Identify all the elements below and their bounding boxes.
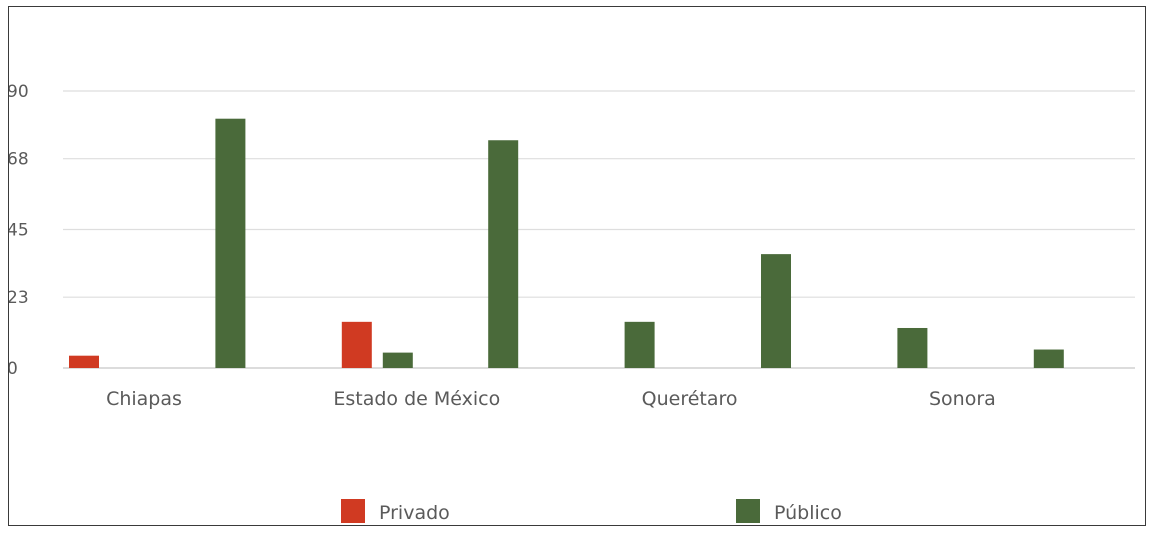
bar-group1-público xyxy=(215,118,246,368)
y-tick-label: 90 xyxy=(9,82,29,102)
bar-sonora-público xyxy=(897,327,928,368)
x-category-label: Sonora xyxy=(929,388,996,410)
bar-querétaro-público xyxy=(624,321,655,368)
x-category-label: Estado de México xyxy=(333,388,500,410)
y-tick-label: 23 xyxy=(9,288,29,308)
bar-group5-público xyxy=(761,254,791,368)
bar-group7-público xyxy=(1033,349,1064,368)
y-tick-label: 0 xyxy=(9,359,18,379)
x-category-label: Querétaro xyxy=(642,388,738,410)
bar-chiapas-privado xyxy=(69,355,99,368)
bar-group3-público xyxy=(488,140,519,368)
bar-chart: 0 23 45 68 90 Chiapas Estado de México Querétar… xyxy=(9,82,1135,524)
y-tick-label: 45 xyxy=(9,221,29,241)
legend-label-privado: Privado xyxy=(379,502,450,524)
x-category-label: Chiapas xyxy=(106,388,182,410)
bar-estado-de-méxico-público xyxy=(382,352,413,368)
bar-estado-de-méxico-privado xyxy=(341,321,372,368)
y-tick-label: 68 xyxy=(9,150,29,170)
legend-swatch-privado xyxy=(341,499,365,523)
legend-swatch-público xyxy=(736,499,760,523)
legend-label-público: Público xyxy=(774,502,842,524)
chart-frame: 0 23 45 68 90 Chiapas Estado de México Querétar… xyxy=(8,6,1146,526)
